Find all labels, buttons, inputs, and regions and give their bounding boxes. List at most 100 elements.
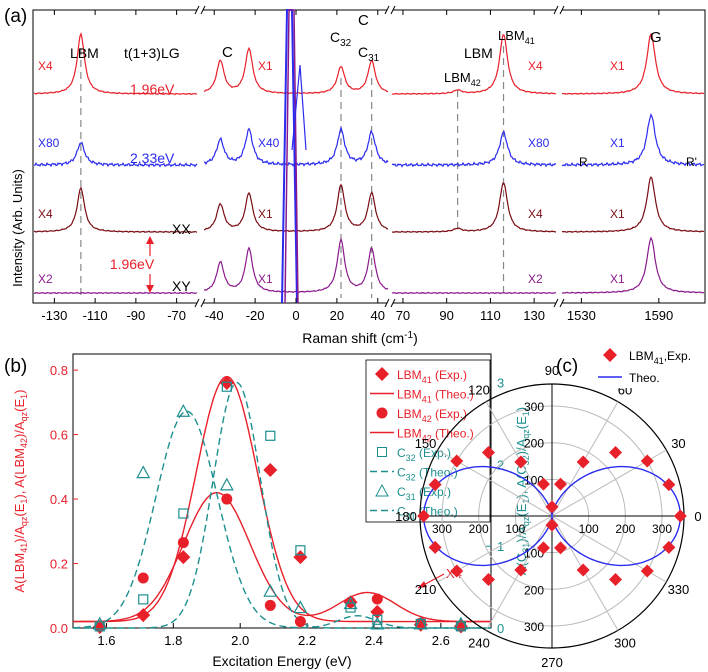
polar-point-11 <box>428 478 442 492</box>
scale-label-0-2: X4 <box>528 59 543 73</box>
polar-rlabel-up-1: 200 <box>524 437 544 451</box>
legend-marker-6 <box>375 483 389 497</box>
panel-c-points <box>417 445 687 587</box>
panel-b: (b) 1.6 1.8 2.0 2.2 2.4 2.60.00.20.40.60.8012… <box>4 353 531 669</box>
b-xtick-label-5: 2.6 <box>432 633 450 648</box>
point-2-9 <box>455 620 467 632</box>
spectrum-2-seg-3 <box>561 175 705 233</box>
lbm42-label: LBM42 <box>444 70 481 88</box>
legend-label-2: LBM42 (Exp.) <box>397 407 467 424</box>
polar-point-15 <box>481 573 495 587</box>
axis-break-l-0 <box>194 5 200 15</box>
point-2-0 <box>94 620 106 632</box>
legend-label-6: C31 (Exp.) <box>397 485 451 502</box>
panel-c-grid: 0306090120150180210240270300330100100100… <box>395 363 701 670</box>
spectrum-2-seg-2 <box>391 182 557 234</box>
polar-point-12 <box>417 509 431 523</box>
b-ytick-right-label-2: 2 <box>497 457 504 472</box>
panel-a-label: (a) <box>4 6 27 27</box>
lbm41-label: LBM41 <box>498 28 535 46</box>
polar-rlabel-right-2: 300 <box>652 522 672 536</box>
a-tick-label-2-2: 110 <box>480 308 501 323</box>
excite-mid-label: 1.96eV <box>110 256 155 272</box>
polar-angle-label-9: 270 <box>541 655 563 670</box>
xy-label: XY <box>172 278 191 294</box>
point-6-6 <box>343 596 358 610</box>
point-0-5 <box>293 550 308 565</box>
polar-angle-label-4: 120 <box>468 383 490 398</box>
scale-label-1-1: X40 <box>258 136 280 150</box>
polar-point-20 <box>576 563 590 577</box>
panel-b-ylabel-right: A(C31)/Aqz(E1), A(C32)/Aqz(E1) <box>514 407 531 575</box>
point-2-8 <box>415 617 427 629</box>
panel-c-label: (c) <box>556 356 578 377</box>
b-xtick-label-4: 2.4 <box>365 633 383 648</box>
a-tick-label-2-3: 130 <box>523 308 545 323</box>
point-4-5 <box>295 545 306 556</box>
polar-rlabel-left-2: 300 <box>432 522 452 536</box>
rayleigh-spike-2 <box>284 9 299 304</box>
g-label: G <box>650 29 662 46</box>
a-tick-label-1-4: 40 <box>371 308 385 323</box>
scale-label-1-3: X1 <box>610 136 625 150</box>
panel-a-series: X4 X1 X4 X1 1.96eV X80 X40 X80 X1 2.33eV X4 X1 X4 X1 X… <box>33 9 705 304</box>
sample-label: t(1+3)LG <box>124 45 180 61</box>
polar-point-18 <box>545 518 559 532</box>
polar-rlabel-down-1: 200 <box>524 583 544 597</box>
point-6-4 <box>263 583 278 597</box>
point-2-6 <box>345 596 357 608</box>
spectrum-3-seg-3 <box>561 236 705 294</box>
condition-label-0: 1.96eV <box>130 81 175 97</box>
polar-legend-label-theo: Theo. <box>629 371 660 385</box>
a-tick-label-3-1: 1590 <box>644 308 673 323</box>
polar-rlabel-left-0: 100 <box>505 522 525 536</box>
polar-point-6 <box>545 500 559 514</box>
spectrum-0-seg-2 <box>391 34 557 95</box>
legend-label-1: LBM41 (Theo.) <box>397 388 474 405</box>
panel-a-xlabel: Raman shift (cm-1) <box>302 330 418 346</box>
point-4-3 <box>221 381 232 392</box>
scale-label-2-3: X1 <box>610 207 625 221</box>
lbm-mid-label: LBM <box>464 45 493 61</box>
scale-label-3-2: X2 <box>528 272 543 286</box>
axis-break-gap-1 <box>387 299 393 307</box>
a-tick-label-2-0: 70 <box>396 308 410 323</box>
a-tick-label-1-1: -20 <box>246 308 265 323</box>
b-ytick-left-label-2: 0.4 <box>50 492 68 507</box>
point-6-0 <box>92 616 107 630</box>
polarization-arrow <box>146 236 154 293</box>
legend-marker-2 <box>376 407 388 419</box>
point-4-1 <box>138 594 149 605</box>
point-4-2 <box>178 508 189 519</box>
b-xtick-label-0: 1.6 <box>97 633 115 648</box>
polar-rlabel-right-0: 100 <box>579 522 599 536</box>
axis-break-r-2 <box>559 298 565 308</box>
scale-label-1-0: X80 <box>38 136 60 150</box>
point-0-3 <box>219 376 234 391</box>
r-label: R <box>579 155 588 169</box>
axis-break-l-1 <box>384 298 390 308</box>
legend-marker-0 <box>375 367 389 381</box>
polar-angle-label-8: 240 <box>468 635 490 650</box>
polar-legend-marker <box>603 348 617 362</box>
legend-label-0: LBM41 (Exp.) <box>397 368 467 385</box>
polar-angle-label-1: 30 <box>671 436 685 451</box>
b-ytick-right-label-3: 3 <box>497 376 504 391</box>
b-ytick-left-label-1: 0.2 <box>50 557 68 572</box>
scale-label-3-1: X1 <box>258 272 273 286</box>
point-2-5 <box>294 616 306 628</box>
polar-point-5 <box>554 477 568 491</box>
b-ytick-left-label-3: 0.6 <box>50 428 68 443</box>
spectrum-1-seg-3 <box>561 112 705 168</box>
r-prime-label: R' <box>686 155 697 169</box>
point-6-1 <box>136 465 151 479</box>
c31-label: C31 <box>358 44 380 64</box>
axis-break-gap-2 <box>556 299 562 307</box>
scale-label-0-1: X1 <box>258 59 273 73</box>
c-right-label: C <box>358 12 369 29</box>
spectrum-2-seg-0 <box>34 186 198 234</box>
blue-extra-peak <box>291 64 307 151</box>
panel-b-label: (b) <box>4 356 27 377</box>
spectrum-0-seg-1 <box>203 46 389 95</box>
